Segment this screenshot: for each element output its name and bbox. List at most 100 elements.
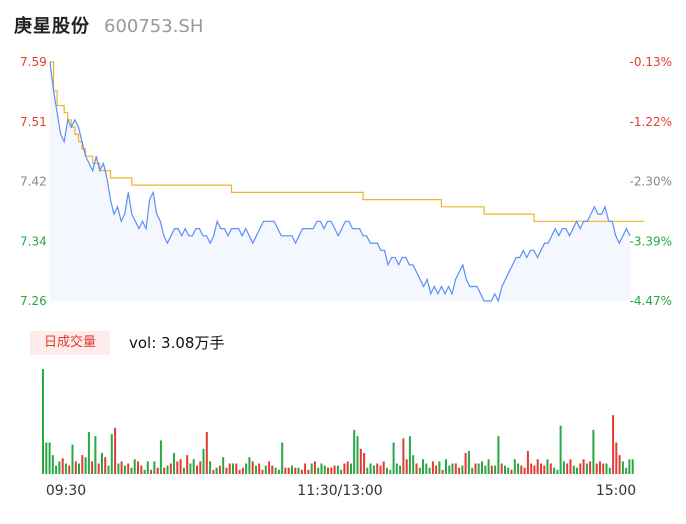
volume-bar xyxy=(490,465,493,474)
volume-bar xyxy=(461,465,464,474)
volume-bar xyxy=(140,465,143,474)
volume-bar xyxy=(353,429,356,474)
volume-bar xyxy=(425,463,428,474)
volume-bar xyxy=(64,463,67,474)
volume-bar xyxy=(91,461,94,474)
volume-bar xyxy=(241,467,244,474)
volume-bar xyxy=(595,463,598,474)
volume-bar xyxy=(104,457,107,474)
volume-bar xyxy=(291,465,293,474)
volume-bar xyxy=(536,459,539,474)
volume-bar xyxy=(156,467,159,474)
volume-bar xyxy=(228,463,231,474)
price-area xyxy=(50,62,630,301)
y-right-tick: -1.22% xyxy=(630,115,672,129)
volume-bar xyxy=(395,463,398,474)
volume-bar xyxy=(556,469,559,474)
volume-bar xyxy=(389,469,392,474)
volume-bar xyxy=(130,467,133,474)
volume-bar xyxy=(192,459,195,474)
volume-bar xyxy=(487,459,490,474)
volume-bar xyxy=(543,465,546,474)
price-line xyxy=(49,61,631,303)
volume-bar xyxy=(274,467,277,474)
volume-bar xyxy=(428,467,431,474)
volume-bar xyxy=(255,465,257,474)
volume-bar xyxy=(277,469,280,474)
volume-bar xyxy=(205,432,208,474)
volume-bar xyxy=(523,467,526,474)
volume-bar xyxy=(343,463,346,474)
volume-bar xyxy=(150,469,153,474)
volume-bar xyxy=(526,450,529,474)
volume-bar xyxy=(202,448,205,474)
volume-bar xyxy=(474,463,477,474)
volume-bar xyxy=(369,463,372,474)
volume-bar xyxy=(123,465,126,474)
y-right-tick: -4.47% xyxy=(630,294,672,308)
y-left-tick: 7.26 xyxy=(20,294,47,308)
volume-bar xyxy=(287,467,290,474)
volume-bar xyxy=(589,461,592,474)
volume-bar xyxy=(599,461,601,474)
volume-bar xyxy=(608,467,611,474)
volume-bar xyxy=(415,463,418,474)
volume-bar xyxy=(258,463,261,474)
volume-bar xyxy=(363,453,366,474)
volume-bar xyxy=(146,461,149,474)
volume-bar xyxy=(454,463,457,474)
volume-bar xyxy=(251,461,254,474)
volume-bar xyxy=(317,467,320,474)
volume-bar xyxy=(356,436,359,474)
volume-bar xyxy=(261,469,264,474)
volume-bar xyxy=(284,467,287,474)
volume-bar xyxy=(513,459,516,474)
volume-bar xyxy=(199,461,202,474)
volume-bar xyxy=(467,450,470,474)
volume-bar xyxy=(359,448,362,474)
volume-bar xyxy=(51,455,54,474)
volume-bar xyxy=(238,469,241,474)
stock-header: 庚星股份 600753.SH xyxy=(14,12,203,38)
volume-bar xyxy=(582,459,585,474)
volume-bar xyxy=(209,461,212,474)
volume-bar xyxy=(507,467,510,474)
volume-bar xyxy=(222,457,225,474)
volume-bar xyxy=(540,463,542,474)
volume-bar xyxy=(176,461,179,474)
volume-bar xyxy=(182,467,185,474)
daily-volume-tag[interactable]: 日成交量 xyxy=(30,331,110,355)
volume-bar xyxy=(248,457,251,474)
volume-bar xyxy=(189,463,192,474)
volume-bar xyxy=(74,461,77,474)
volume-bar xyxy=(605,463,608,474)
volume-bar xyxy=(431,461,434,474)
volume-bar xyxy=(323,465,326,474)
volume-bar xyxy=(310,463,313,474)
volume-bar xyxy=(313,461,316,474)
y-right-tick: -2.30% xyxy=(630,175,672,189)
volume-bar xyxy=(163,467,166,474)
volume-bar xyxy=(576,467,578,474)
volume-bar xyxy=(628,459,631,474)
stock-code: 600753.SH xyxy=(104,16,204,37)
volume-bar xyxy=(340,469,343,474)
volume-bar xyxy=(448,465,451,474)
volume-bar xyxy=(45,442,48,474)
volume-bar xyxy=(235,463,238,474)
volume-bar xyxy=(484,465,487,474)
volume-bar xyxy=(304,463,307,474)
volume-bar xyxy=(579,463,582,474)
volume-bar xyxy=(451,463,454,474)
volume-bar xyxy=(78,463,80,474)
volume-bar xyxy=(435,465,438,474)
volume-bar xyxy=(215,467,218,474)
volume-bar xyxy=(618,455,621,474)
volume-bar xyxy=(271,465,274,474)
volume-bar xyxy=(631,459,634,474)
volume-bar xyxy=(530,463,533,474)
volume-bar xyxy=(510,469,513,474)
volume-bar xyxy=(68,465,71,474)
volume-bar xyxy=(366,467,369,474)
volume-bar xyxy=(372,465,375,474)
